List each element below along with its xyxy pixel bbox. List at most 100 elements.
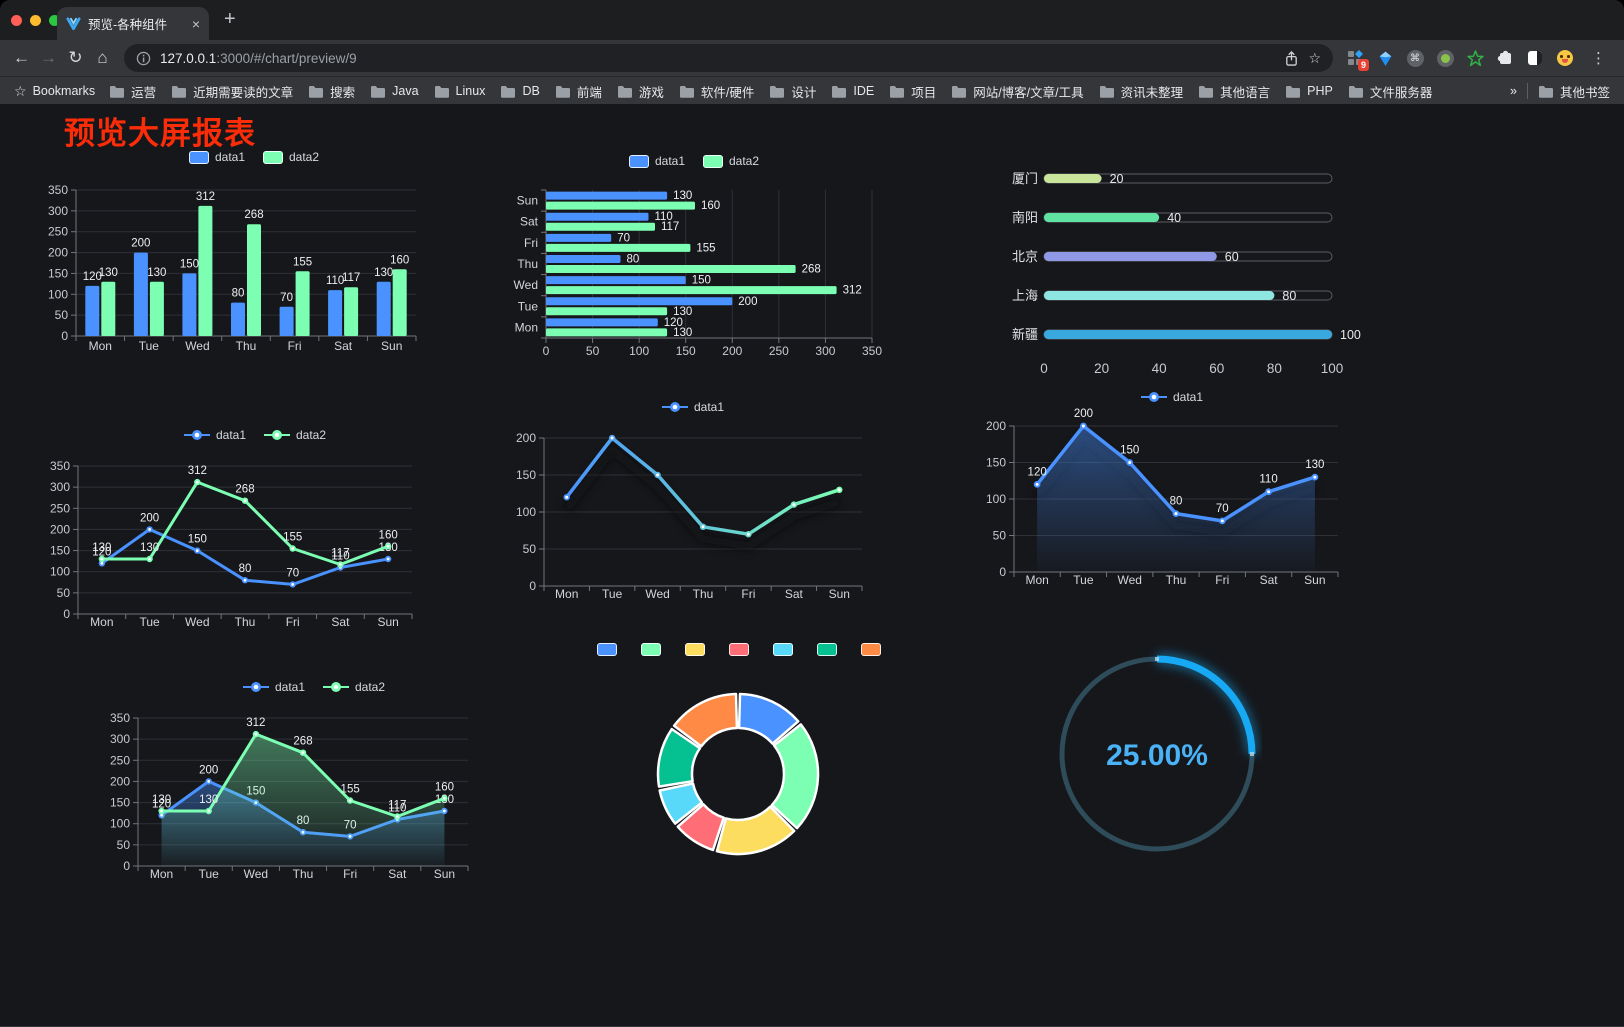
legend-item-data1[interactable]: data1 bbox=[661, 400, 724, 414]
bookmarks-overflow-chevron[interactable]: » bbox=[1510, 84, 1517, 98]
bookmark-folder[interactable]: 其他语言 bbox=[1198, 82, 1270, 101]
new-tab-button[interactable]: + bbox=[224, 8, 236, 30]
svg-text:150: 150 bbox=[48, 266, 68, 280]
folder-icon bbox=[952, 85, 967, 98]
bookmark-folder[interactable]: IDE bbox=[831, 84, 874, 98]
legend-item-Sat[interactable] bbox=[817, 642, 843, 656]
bookmark-star-icon[interactable]: ☆ bbox=[1308, 49, 1321, 66]
folder-icon bbox=[890, 85, 905, 98]
svg-text:Fri: Fri bbox=[343, 867, 357, 881]
svg-text:Tue: Tue bbox=[518, 299, 539, 313]
record-extension-icon[interactable] bbox=[1435, 48, 1455, 68]
svg-text:110: 110 bbox=[1259, 474, 1277, 486]
legend-item-data2[interactable]: data2 bbox=[323, 680, 385, 694]
bookmarks-star-icon: ☆ bbox=[14, 82, 27, 99]
bookmark-folder[interactable]: PHP bbox=[1285, 84, 1333, 98]
bookmark-folder[interactable]: 软件/硬件 bbox=[679, 82, 754, 101]
close-window-button[interactable] bbox=[11, 15, 22, 26]
emoji-extension-icon[interactable] bbox=[1555, 48, 1575, 68]
reload-button[interactable]: ↻ bbox=[68, 48, 83, 67]
svg-text:25.00%: 25.00% bbox=[1106, 739, 1208, 772]
gem-extension-icon[interactable] bbox=[1375, 48, 1395, 68]
svg-text:40: 40 bbox=[1152, 361, 1167, 376]
legend-item-data1[interactable]: data1 bbox=[628, 154, 685, 168]
svg-text:Mon: Mon bbox=[515, 320, 538, 334]
legend-item-Mon[interactable] bbox=[597, 642, 623, 656]
puzzle-extension-icon[interactable] bbox=[1495, 48, 1515, 68]
bookmark-folder[interactable]: 网站/博客/文章/工具 bbox=[951, 82, 1084, 101]
legend-item-Sun[interactable] bbox=[861, 642, 887, 656]
svg-text:Mon: Mon bbox=[90, 615, 113, 629]
command-extension-icon[interactable]: ⌘ bbox=[1405, 48, 1425, 68]
svg-text:110: 110 bbox=[388, 802, 406, 814]
green-star-extension-icon[interactable] bbox=[1465, 48, 1485, 68]
folder-icon bbox=[371, 85, 386, 98]
svg-text:Sun: Sun bbox=[434, 867, 455, 881]
legend-item-data1[interactable]: data1 bbox=[183, 428, 246, 442]
back-button[interactable]: ← bbox=[13, 48, 30, 67]
folder-icon bbox=[1286, 85, 1301, 98]
svg-text:117: 117 bbox=[661, 221, 679, 233]
bookmark-folder[interactable]: Java bbox=[370, 84, 419, 98]
bookmark-folder[interactable]: 设计 bbox=[769, 82, 816, 101]
bookmark-folder[interactable]: Linux bbox=[434, 84, 485, 98]
bookmark-folder[interactable]: 游戏 bbox=[617, 82, 664, 101]
legend-item-Wed[interactable] bbox=[685, 642, 711, 656]
legend-item-data2[interactable]: data2 bbox=[263, 150, 319, 164]
bookmark-folder[interactable]: 近期需要读的文章 bbox=[171, 82, 293, 101]
svg-text:Sat: Sat bbox=[388, 867, 407, 881]
bookmark-folder[interactable]: 文件服务器 bbox=[1348, 82, 1432, 101]
bookmark-folder[interactable]: 前端 bbox=[555, 82, 602, 101]
chart-canvas-area1: 0 50 100 150 200 Mon Tue Wed Thu Fri Sat Sun 120 200 1… bbox=[986, 408, 1339, 587]
svg-text:100: 100 bbox=[110, 817, 130, 831]
browser-tab[interactable]: 预览-各种组件 × bbox=[57, 7, 209, 40]
contrast-extension-icon[interactable] bbox=[1525, 48, 1545, 68]
svg-text:100: 100 bbox=[1340, 328, 1361, 342]
svg-text:312: 312 bbox=[196, 191, 215, 203]
home-button[interactable]: ⌂ bbox=[97, 48, 108, 67]
svg-text:Sun: Sun bbox=[1304, 573, 1325, 587]
bookmarks-root[interactable]: ☆ Bookmarks bbox=[14, 83, 95, 100]
svg-text:北京: 北京 bbox=[1012, 249, 1038, 264]
folder-icon bbox=[172, 85, 187, 98]
other-bookmarks[interactable]: 其他书签 bbox=[1538, 82, 1610, 101]
svg-text:312: 312 bbox=[843, 285, 862, 297]
grid-extension-icon[interactable]: 9 bbox=[1345, 48, 1369, 71]
svg-text:130: 130 bbox=[147, 267, 166, 279]
svg-text:Thu: Thu bbox=[236, 339, 257, 353]
svg-text:150: 150 bbox=[180, 258, 199, 270]
svg-text:50: 50 bbox=[55, 308, 69, 322]
tab-close-icon[interactable]: × bbox=[191, 15, 200, 32]
svg-text:Fri: Fri bbox=[524, 236, 538, 250]
bookmark-folder[interactable]: 搜索 bbox=[308, 82, 355, 101]
svg-text:200: 200 bbox=[140, 512, 159, 524]
zoom-window-button[interactable] bbox=[49, 15, 60, 26]
svg-text:40: 40 bbox=[1167, 211, 1181, 225]
chart-canvas-pie bbox=[656, 692, 820, 856]
svg-text:300: 300 bbox=[815, 344, 835, 358]
forward-button[interactable]: → bbox=[40, 48, 57, 67]
svg-text:Wed: Wed bbox=[514, 278, 538, 292]
legend-item-data2[interactable]: data2 bbox=[703, 154, 759, 168]
svg-text:117: 117 bbox=[388, 800, 406, 812]
legend-item-Tue[interactable] bbox=[641, 642, 667, 656]
minimize-window-button[interactable] bbox=[30, 15, 41, 26]
share-icon[interactable] bbox=[1284, 50, 1299, 67]
bookmark-folder[interactable]: 项目 bbox=[889, 82, 936, 101]
legend-item-data1[interactable]: data1 bbox=[1140, 390, 1203, 404]
svg-text:Sat: Sat bbox=[785, 587, 804, 601]
svg-text:50: 50 bbox=[117, 838, 131, 852]
svg-text:120: 120 bbox=[1028, 466, 1047, 478]
legend-item-data1[interactable]: data1 bbox=[242, 680, 305, 694]
chart-legend: data1 data2 bbox=[498, 150, 890, 172]
legend-item-Thu[interactable] bbox=[729, 642, 755, 656]
legend-item-data1[interactable]: data1 bbox=[188, 150, 245, 164]
browser-menu-icon[interactable]: ⋮ bbox=[1591, 50, 1606, 67]
legend-item-data2[interactable]: data2 bbox=[264, 428, 326, 442]
legend-item-Fri[interactable] bbox=[773, 642, 799, 656]
address-bar[interactable]: 127.0.0.1:3000/#/chart/preview/9 ☆ bbox=[124, 44, 1333, 72]
bookmark-folder[interactable]: 资讯未整理 bbox=[1099, 82, 1183, 101]
bookmark-folder[interactable]: DB bbox=[500, 84, 540, 98]
bookmark-folder[interactable]: 运营 bbox=[109, 82, 156, 101]
site-info-icon[interactable] bbox=[136, 51, 151, 66]
